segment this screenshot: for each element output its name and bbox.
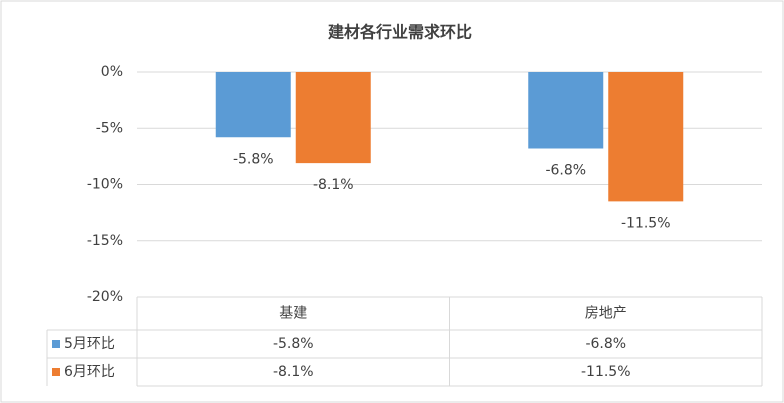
bar xyxy=(528,72,604,149)
table-cell: -11.5% xyxy=(581,364,631,380)
bar xyxy=(295,72,371,164)
data-label: -8.1% xyxy=(313,177,354,193)
bar xyxy=(608,72,684,202)
legend-label: 5月环比 xyxy=(64,336,115,352)
y-tick-label: 0% xyxy=(101,64,123,80)
x-tick-label: 基建 xyxy=(279,305,307,322)
data-label: -6.8% xyxy=(545,163,586,179)
y-tick-label: -10% xyxy=(87,177,123,193)
y-tick-label: -15% xyxy=(87,233,123,249)
data-label: -5.8% xyxy=(233,151,274,167)
chart-title: 建材各行业需求环比 xyxy=(328,23,472,42)
y-tick-label: -20% xyxy=(87,289,123,305)
table-cell: -5.8% xyxy=(273,336,314,352)
legend-label: 6月环比 xyxy=(64,364,115,380)
legend-swatch xyxy=(52,340,60,348)
table-cell: -6.8% xyxy=(585,336,626,352)
y-tick-label: -5% xyxy=(96,120,123,136)
legend-swatch xyxy=(52,368,60,376)
table-cell: -8.1% xyxy=(273,364,314,380)
x-tick-label: 房地产 xyxy=(585,306,627,322)
data-label: -11.5% xyxy=(621,215,671,231)
bar xyxy=(215,72,291,138)
